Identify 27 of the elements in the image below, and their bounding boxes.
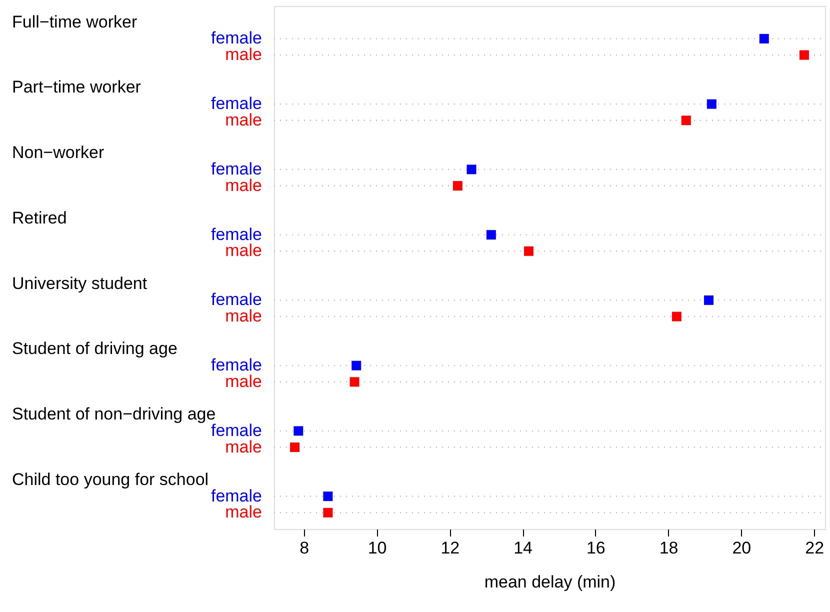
text: male: [225, 45, 262, 64]
y-tick-label: Non−worker: [12, 143, 104, 162]
text: female: [210, 486, 262, 506]
x-tick-label: 16: [586, 538, 606, 558]
text: female: [210, 159, 262, 178]
y-tick-label: Student of driving age: [12, 339, 178, 358]
text: male: [225, 306, 262, 326]
y-tick-label: Child too young for school: [12, 470, 209, 489]
x-tick-label: 12: [440, 538, 460, 558]
y-tick-label: Part−time worker: [12, 78, 142, 97]
x-tick-label: 10: [368, 538, 387, 558]
y-tick-label: Retired: [12, 208, 67, 228]
x-tick-label: 14: [514, 538, 532, 558]
text: female: [210, 290, 262, 310]
x-tick-label: 8: [300, 538, 310, 558]
x-axis-title: mean delay (min): [484, 572, 616, 592]
series-label: male: [225, 437, 262, 456]
y-tick-label: University student: [12, 274, 148, 293]
x-tick-label: 20: [732, 538, 752, 558]
x-tick-label: 22: [805, 538, 824, 558]
text: male: [225, 241, 262, 260]
x-tick-label: 18: [659, 538, 678, 558]
text: female: [210, 224, 262, 244]
text: male: [225, 502, 262, 522]
y-tick-label: Full−time worker: [12, 12, 138, 32]
text: female: [210, 28, 262, 48]
text: male: [225, 176, 262, 195]
